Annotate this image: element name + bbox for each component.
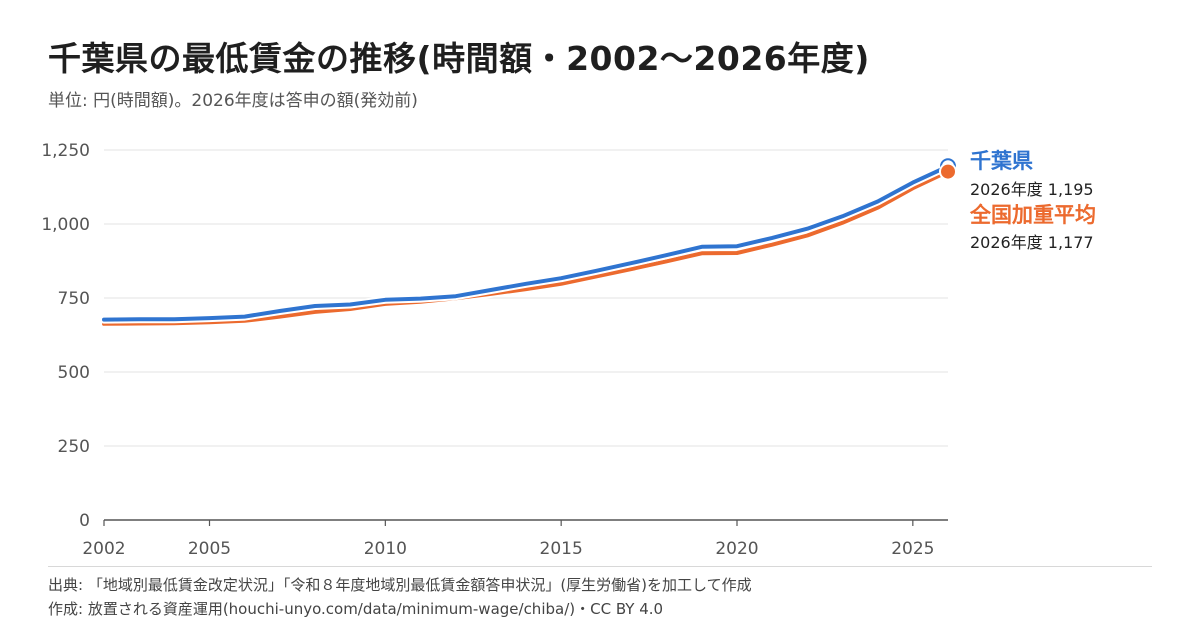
y-tick-label: 500: [58, 363, 90, 383]
y-tick-label: 250: [58, 437, 90, 457]
y-tick-label: 0: [79, 511, 90, 531]
series-halo: [100, 167, 952, 328]
grid-lines: [104, 149, 948, 447]
series-labels: 千葉県 2026年度 1,195 全国加重平均 2026年度 1,177: [969, 149, 1096, 252]
y-tick-label: 750: [58, 289, 90, 309]
axes: 0 250 500 750 1,000 1,250 2002 2005 2010 2015 2020…: [41, 141, 948, 559]
x-tick-label: 2015: [540, 539, 583, 559]
footer-divider: [48, 566, 1152, 567]
series-lines: [100, 158, 957, 328]
chart-title: 千葉県の最低賃金の推移(時間額・2002〜2026年度): [48, 39, 870, 78]
series-line-chiba: [102, 164, 950, 322]
series-value-chiba: 2026年度 1,195: [970, 180, 1094, 199]
chart-subtitle: 単位: 円(時間額)。2026年度は答申の額(発効前): [48, 91, 418, 111]
series-line-national: [102, 169, 950, 326]
series-value-national: 2026年度 1,177: [970, 233, 1094, 252]
source-note: 出典: 「地域別最低賃金改定状況」「令和８年度地域別最低賃金額答申状況」(厚生労…: [48, 576, 752, 594]
x-tick-label: 2005: [188, 539, 231, 559]
x-tick-label: 2025: [891, 539, 934, 559]
series-halo: [100, 162, 952, 324]
author-note: 作成: 放置される資産運用(houchi-unyo.com/data/minim…: [48, 600, 664, 618]
end-point-national: [939, 162, 957, 181]
y-tick-label: 1,250: [41, 141, 90, 161]
y-tick-label: 1,000: [41, 215, 90, 235]
x-tick-label: 2020: [715, 539, 758, 559]
x-tick-label: 2002: [82, 539, 125, 559]
series-name-national: 全国加重平均: [969, 203, 1096, 227]
series-name-chiba: 千葉県: [970, 149, 1033, 173]
x-tick-label: 2010: [364, 539, 407, 559]
